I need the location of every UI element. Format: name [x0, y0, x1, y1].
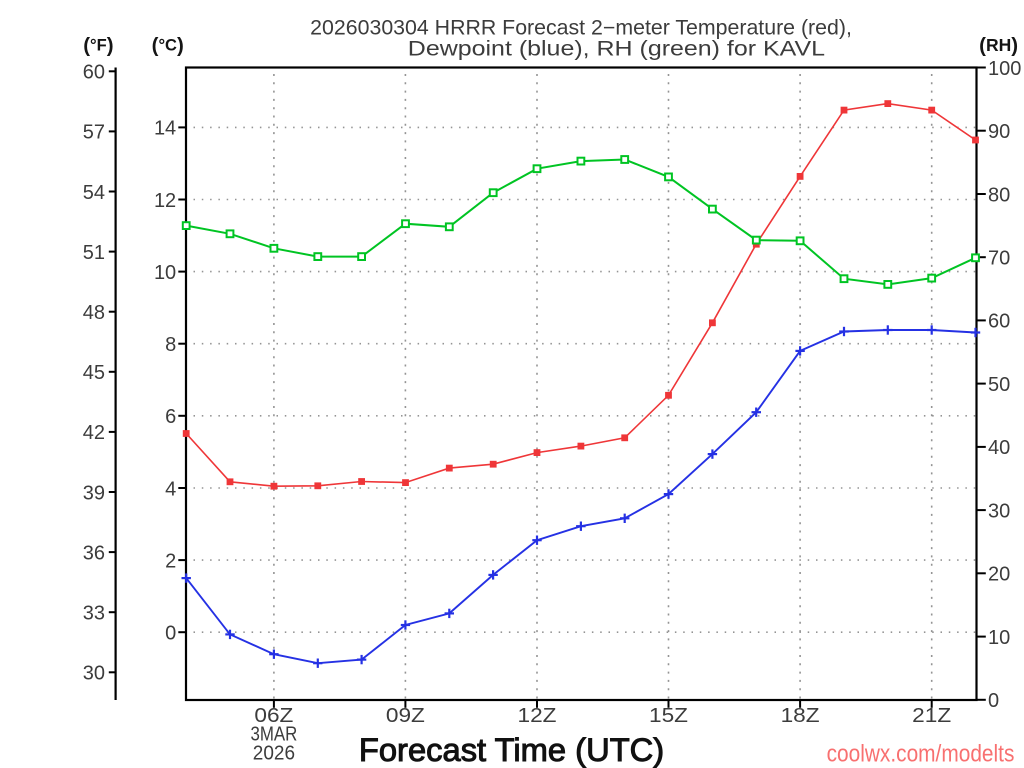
svg-text:10: 10: [988, 627, 1010, 649]
svg-text:50: 50: [988, 374, 1010, 396]
svg-text:40: 40: [988, 437, 1010, 459]
svg-text:12: 12: [154, 190, 176, 212]
svg-text:33: 33: [83, 603, 105, 625]
svg-text:(RH): (RH): [979, 34, 1018, 57]
svg-text:2: 2: [165, 550, 176, 572]
svg-text:0: 0: [988, 690, 999, 712]
svg-text:14: 14: [154, 118, 176, 140]
svg-text:(°F): (°F): [83, 34, 113, 57]
svg-text:06Z: 06Z: [254, 705, 293, 727]
svg-text:60: 60: [83, 62, 105, 84]
svg-text:30: 30: [988, 500, 1010, 522]
svg-text:4: 4: [165, 478, 176, 500]
svg-text:36: 36: [83, 542, 105, 564]
svg-text:39: 39: [83, 482, 105, 504]
svg-text:57: 57: [83, 122, 105, 144]
svg-text:21Z: 21Z: [912, 705, 951, 727]
svg-text:3MAR: 3MAR: [250, 724, 297, 746]
svg-text:90: 90: [988, 121, 1010, 143]
svg-text:100: 100: [988, 58, 1021, 80]
svg-text:15Z: 15Z: [649, 705, 688, 727]
svg-text:2026: 2026: [253, 742, 295, 764]
svg-text:60: 60: [988, 311, 1010, 333]
svg-text:54: 54: [83, 182, 105, 204]
svg-text:Forecast Time (UTC): Forecast Time (UTC): [359, 732, 664, 768]
svg-text:18Z: 18Z: [781, 705, 820, 727]
svg-text:48: 48: [83, 302, 105, 324]
svg-text:70: 70: [988, 248, 1010, 270]
svg-text:45: 45: [83, 362, 105, 384]
svg-text:coolwx.com/modelts: coolwx.com/modelts: [827, 741, 1015, 768]
svg-text:2026030304 HRRR Forecast 2−met: 2026030304 HRRR Forecast 2−meter Tempera…: [310, 16, 852, 39]
svg-text:(°C): (°C): [152, 34, 184, 57]
svg-text:0: 0: [165, 623, 176, 645]
svg-text:30: 30: [83, 663, 105, 685]
svg-text:10: 10: [154, 262, 176, 284]
svg-text:12Z: 12Z: [518, 705, 557, 727]
svg-text:Dewpoint (blue), RH (green) fo: Dewpoint (blue), RH (green) for KAVL: [408, 37, 825, 60]
svg-text:80: 80: [988, 184, 1010, 206]
svg-text:09Z: 09Z: [386, 705, 425, 727]
svg-text:6: 6: [165, 406, 176, 428]
svg-text:51: 51: [83, 242, 105, 264]
svg-text:8: 8: [165, 334, 176, 356]
svg-text:20: 20: [988, 564, 1010, 586]
svg-text:42: 42: [83, 422, 105, 444]
